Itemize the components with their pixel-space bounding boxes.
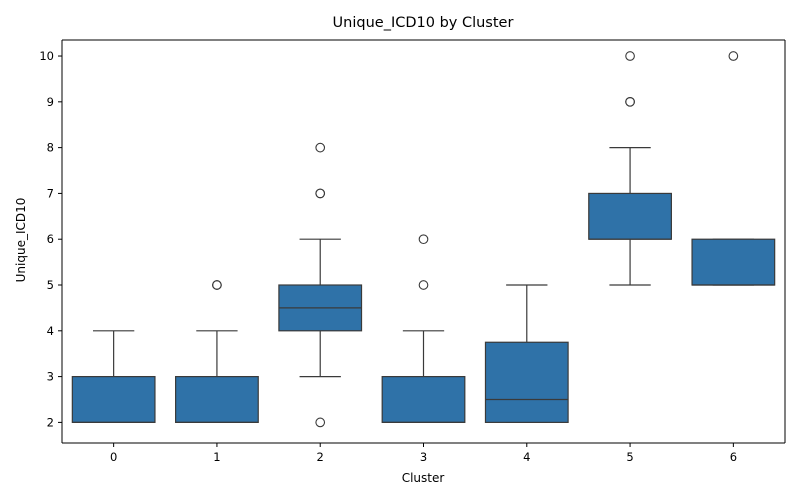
box-4 [484,341,569,423]
y-tick-label: 9 [47,95,54,109]
x-axis-label: Cluster [402,471,445,485]
outlier-point [315,417,326,428]
x-tick-label: 4 [523,450,530,464]
x-tick-label: 0 [110,450,117,464]
x-tick-label: 3 [420,450,427,464]
outlier-point [418,280,429,290]
y-tick-label: 10 [39,49,54,63]
box-6 [691,238,776,286]
y-tick-label: 6 [47,232,54,246]
outlier-point [625,51,635,61]
y-tick-label: 7 [47,186,54,200]
plot-layer: 2 3 4 5 6 7 8 9 10 0 1 2 3 4 5 6 [39,39,786,464]
outlier-point [728,51,739,61]
y-tick-label: 3 [47,370,54,384]
y-axis-label: Unique_ICD10 [14,198,28,283]
y-tick-label: 8 [47,141,54,155]
box-0 [71,375,156,423]
x-tick-label: 5 [626,450,633,464]
outlier-point [212,280,222,290]
x-tick-label: 2 [317,450,324,464]
outlier-point [315,142,326,153]
box-1 [175,375,259,423]
outlier-point [315,188,326,199]
outlier-point [418,234,429,245]
x-tick-label: 1 [213,450,220,464]
y-tick-label: 2 [47,415,54,429]
y-tick-label: 5 [47,278,54,292]
box-5 [588,192,672,240]
chart-title: Unique_ICD10 by Cluster [333,15,514,31]
outlier-point [625,96,635,107]
x-tick-label: 6 [730,450,737,464]
box-3 [381,375,466,423]
y-tick-label: 4 [47,324,54,338]
